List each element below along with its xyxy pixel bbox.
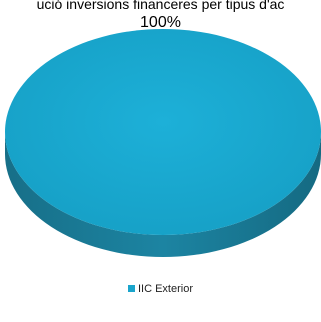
pie-slice-iic-exterior (5, 29, 321, 235)
legend-label-iic-exterior: IIC Exterior (137, 283, 193, 295)
legend: IIC Exterior (0, 282, 321, 296)
pie-side (5, 132, 321, 257)
data-label-iic-exterior: 100% (140, 14, 181, 31)
legend-swatch-iic-exterior (127, 285, 135, 292)
chart-title: ució inversions financeres per tipus d'a… (36, 0, 285, 12)
